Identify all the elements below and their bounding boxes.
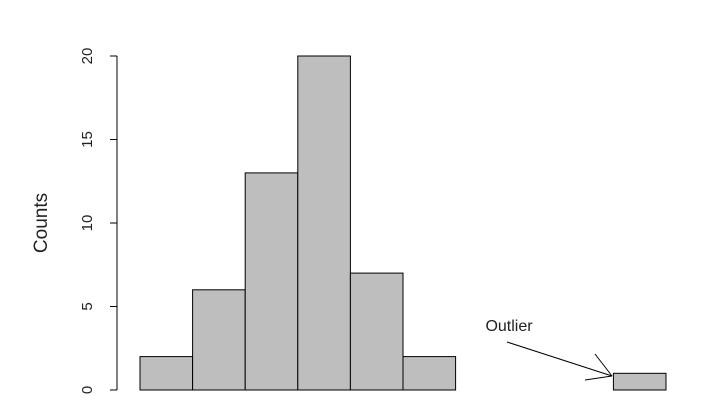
histogram-bar-9 [612, 372, 667, 391]
histogram-bar-5 [402, 356, 457, 391]
y-tick-label-20: 20 [79, 48, 96, 65]
annotation-label: Outlier [485, 318, 533, 335]
outlier-annotation: Outlier [485, 318, 613, 381]
histogram-bar-1 [192, 289, 246, 391]
histogram-bar-2 [244, 172, 299, 391]
annotation-arrowhead-upper [594, 353, 613, 377]
annotation-arrow-line [506, 341, 613, 377]
y-axis-label: Counts [31, 193, 52, 253]
y-tick-label-5: 5 [79, 302, 96, 310]
bars-group [139, 55, 667, 391]
histogram-bar-4 [349, 272, 404, 391]
y-tick-label-15: 15 [79, 131, 96, 148]
y-tick-label-10: 10 [79, 215, 96, 232]
y-axis: 0 5 10 15 20 [79, 48, 118, 394]
histogram-bar-0 [139, 356, 194, 391]
y-tick-label-0: 0 [79, 386, 96, 394]
annotation-arrowhead-lower [584, 375, 613, 381]
histogram-bar-3 [297, 55, 351, 391]
